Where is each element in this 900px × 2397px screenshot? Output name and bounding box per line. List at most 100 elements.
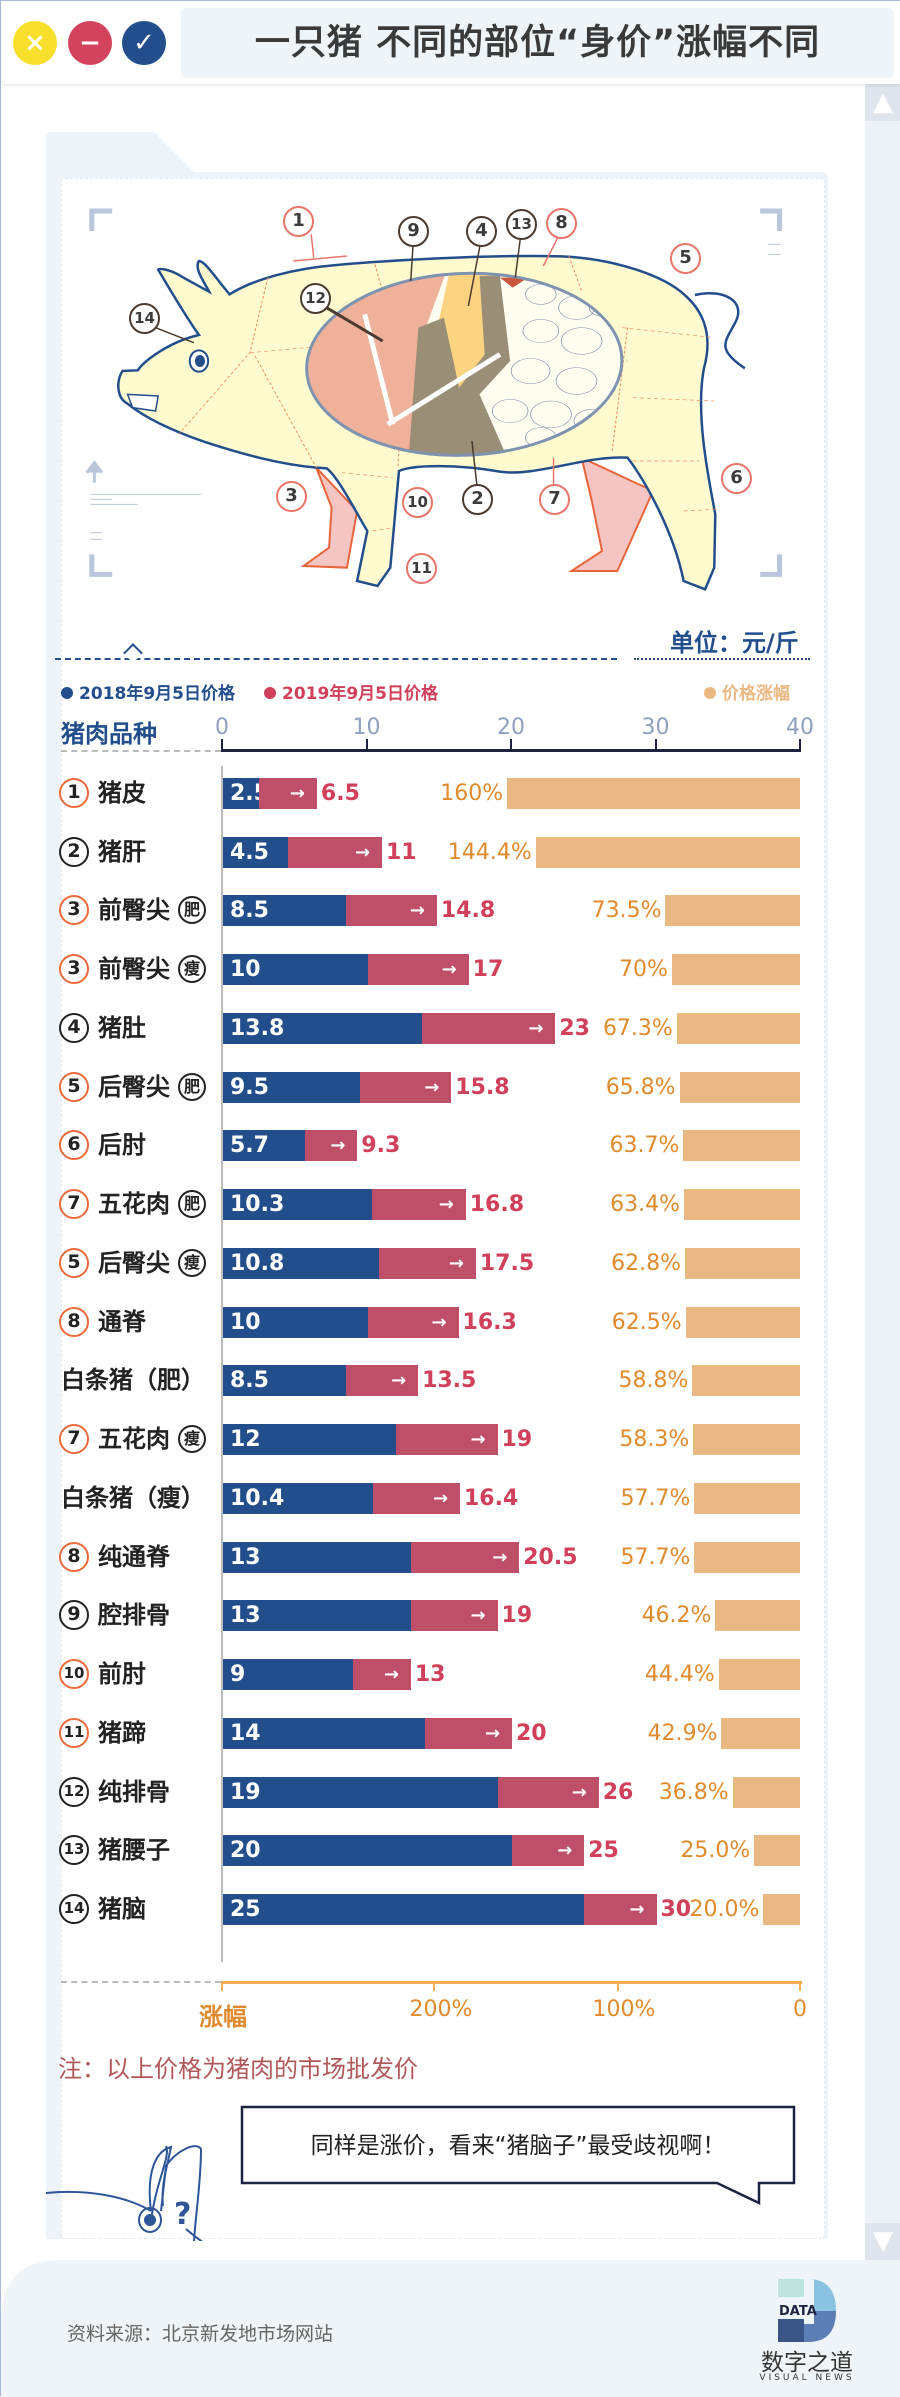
bar-2018[interactable]: 19 bbox=[223, 1776, 498, 1808]
table-row: 3 前臀尖肥 8.5 → 14.8 73.5% bbox=[1, 895, 900, 927]
diagram-label-13: 13 bbox=[506, 209, 537, 240]
bar-pct[interactable] bbox=[692, 1365, 800, 1397]
bar-2019[interactable] bbox=[410, 1541, 520, 1573]
bar-2019[interactable] bbox=[353, 1659, 411, 1691]
bar-pct[interactable] bbox=[685, 1306, 800, 1338]
bar-pct[interactable] bbox=[671, 954, 800, 986]
bar-2019[interactable] bbox=[373, 1482, 460, 1514]
pct-tick-label: 0 bbox=[793, 1997, 807, 2022]
pct-label: 73.5% bbox=[591, 898, 662, 924]
bar-2019[interactable] bbox=[584, 1894, 657, 1926]
pct-label: 25.0% bbox=[680, 1838, 751, 1864]
footnote: 注：以上价格为猪肉的市场批发价 bbox=[58, 2055, 418, 2083]
close-icon[interactable]: × bbox=[13, 21, 57, 65]
bar-pct[interactable] bbox=[683, 1189, 800, 1221]
bar-2018[interactable]: 10 bbox=[223, 954, 368, 986]
arrow-right-icon: → bbox=[557, 1840, 573, 1862]
data-logo: DATA bbox=[778, 2279, 836, 2342]
bar-2018[interactable]: 20 bbox=[223, 1835, 512, 1867]
legend-dot bbox=[704, 687, 716, 699]
bar-2018[interactable]: 10 bbox=[223, 1306, 368, 1338]
bar-pct[interactable] bbox=[763, 1894, 800, 1926]
row-number-badge: 10 bbox=[59, 1659, 89, 1690]
bar-2018[interactable]: 8.5 bbox=[223, 1365, 346, 1397]
arrow-up-icon bbox=[87, 463, 102, 483]
arrow-right-icon: → bbox=[492, 1546, 508, 1568]
bar-2019[interactable] bbox=[305, 1130, 358, 1162]
bar-2019[interactable] bbox=[367, 1306, 459, 1338]
bar-2019[interactable] bbox=[259, 778, 317, 809]
bar-2019[interactable] bbox=[425, 1717, 512, 1749]
bar-2018[interactable]: 8.5 bbox=[223, 895, 346, 927]
x-tick-label: 10 bbox=[352, 715, 381, 740]
bar-pct[interactable] bbox=[715, 1600, 800, 1632]
bar-pct[interactable] bbox=[694, 1482, 800, 1514]
bar-2019[interactable] bbox=[371, 1189, 466, 1221]
value-2019: 16.8 bbox=[469, 1192, 525, 1218]
bar-2018[interactable]: 4.5 bbox=[223, 836, 289, 868]
bar-pct[interactable] bbox=[718, 1659, 800, 1691]
arrow-right-icon: → bbox=[441, 959, 457, 981]
bar-2018[interactable]: 5.7 bbox=[223, 1130, 306, 1162]
bar-pct[interactable] bbox=[665, 895, 800, 927]
bar-2018[interactable]: 14 bbox=[223, 1717, 426, 1749]
speech-bubble bbox=[240, 2105, 796, 2205]
pct-tick bbox=[799, 1981, 801, 1991]
bar-pct[interactable] bbox=[693, 1424, 800, 1456]
row-number-badge: 7 bbox=[59, 1189, 89, 1220]
bar-2019[interactable] bbox=[345, 1365, 419, 1397]
minimize-icon[interactable]: − bbox=[68, 21, 112, 65]
arrow-right-icon: → bbox=[470, 1605, 486, 1627]
bar-2018[interactable]: 13 bbox=[223, 1541, 411, 1573]
value-2019: 20.5 bbox=[523, 1544, 578, 1570]
arrow-right-icon: → bbox=[354, 841, 371, 863]
bar-2018[interactable]: 10.8 bbox=[223, 1247, 380, 1279]
bar-2018[interactable]: 25 bbox=[223, 1894, 585, 1926]
bar-pct[interactable] bbox=[754, 1835, 800, 1867]
bar-pct[interactable] bbox=[507, 778, 800, 809]
bar-pct[interactable] bbox=[685, 1247, 800, 1279]
bar-2019[interactable] bbox=[497, 1776, 599, 1808]
check-icon[interactable]: ✓ bbox=[122, 21, 166, 65]
row-number-badge: 4 bbox=[59, 1012, 89, 1043]
bar-pct[interactable] bbox=[721, 1717, 800, 1749]
scrollbar-track[interactable] bbox=[865, 84, 900, 2260]
pct-tick-label: 200% bbox=[409, 1997, 473, 2022]
table-row: 1 猪皮 2.5 → 6.5 160% bbox=[1, 778, 900, 809]
value-2019: 17.5 bbox=[479, 1250, 535, 1276]
pct-axis-line bbox=[222, 1981, 802, 1984]
bar-2018[interactable]: 10.3 bbox=[223, 1189, 372, 1221]
bar-pct[interactable] bbox=[679, 1071, 800, 1103]
bar-2018[interactable]: 12 bbox=[223, 1424, 397, 1456]
scroll-up-icon[interactable]: ▲ bbox=[865, 84, 900, 121]
bar-pct[interactable] bbox=[535, 836, 800, 868]
bar-2018[interactable]: 9.5 bbox=[223, 1071, 361, 1103]
bar-2018[interactable]: 2.5 bbox=[223, 778, 269, 809]
legend-dot bbox=[264, 687, 276, 699]
bar-2019[interactable] bbox=[512, 1835, 585, 1867]
bar-pct[interactable] bbox=[732, 1776, 800, 1808]
row-label: 猪脑 bbox=[98, 1895, 146, 1924]
bar-pct[interactable] bbox=[676, 1012, 800, 1044]
bar-2018[interactable]: 13 bbox=[223, 1600, 411, 1632]
bar-2019[interactable] bbox=[422, 1012, 556, 1044]
bar-2018[interactable]: 9 bbox=[223, 1659, 354, 1691]
bar-pct[interactable] bbox=[694, 1541, 800, 1573]
bar-2019[interactable] bbox=[345, 895, 437, 927]
bubble-text: 同样是涨价，看来“猪脑子”最受歧视啊！ bbox=[310, 2133, 726, 2159]
bar-2018[interactable]: 13.8 bbox=[223, 1012, 423, 1044]
bar-2019[interactable] bbox=[410, 1600, 498, 1632]
bar-2019[interactable] bbox=[288, 836, 382, 868]
table-row: 白条猪（瘦） 10.4 → 16.4 57.7% bbox=[1, 1482, 900, 1514]
bar-2019[interactable] bbox=[379, 1247, 476, 1279]
bar-2019[interactable] bbox=[367, 954, 469, 986]
bar-2018[interactable]: 10.4 bbox=[223, 1482, 374, 1514]
value-2019: 16.4 bbox=[463, 1485, 519, 1511]
scroll-down-icon[interactable]: ▼ bbox=[865, 2223, 900, 2260]
bar-2019[interactable] bbox=[396, 1424, 498, 1456]
arrow-right-icon: → bbox=[431, 1311, 447, 1333]
diagram-label-1: 1 bbox=[283, 206, 314, 237]
bar-pct[interactable] bbox=[683, 1130, 800, 1162]
bar-2019[interactable] bbox=[360, 1071, 452, 1103]
legend-2019: 2019年9月5日价格 bbox=[264, 679, 438, 704]
